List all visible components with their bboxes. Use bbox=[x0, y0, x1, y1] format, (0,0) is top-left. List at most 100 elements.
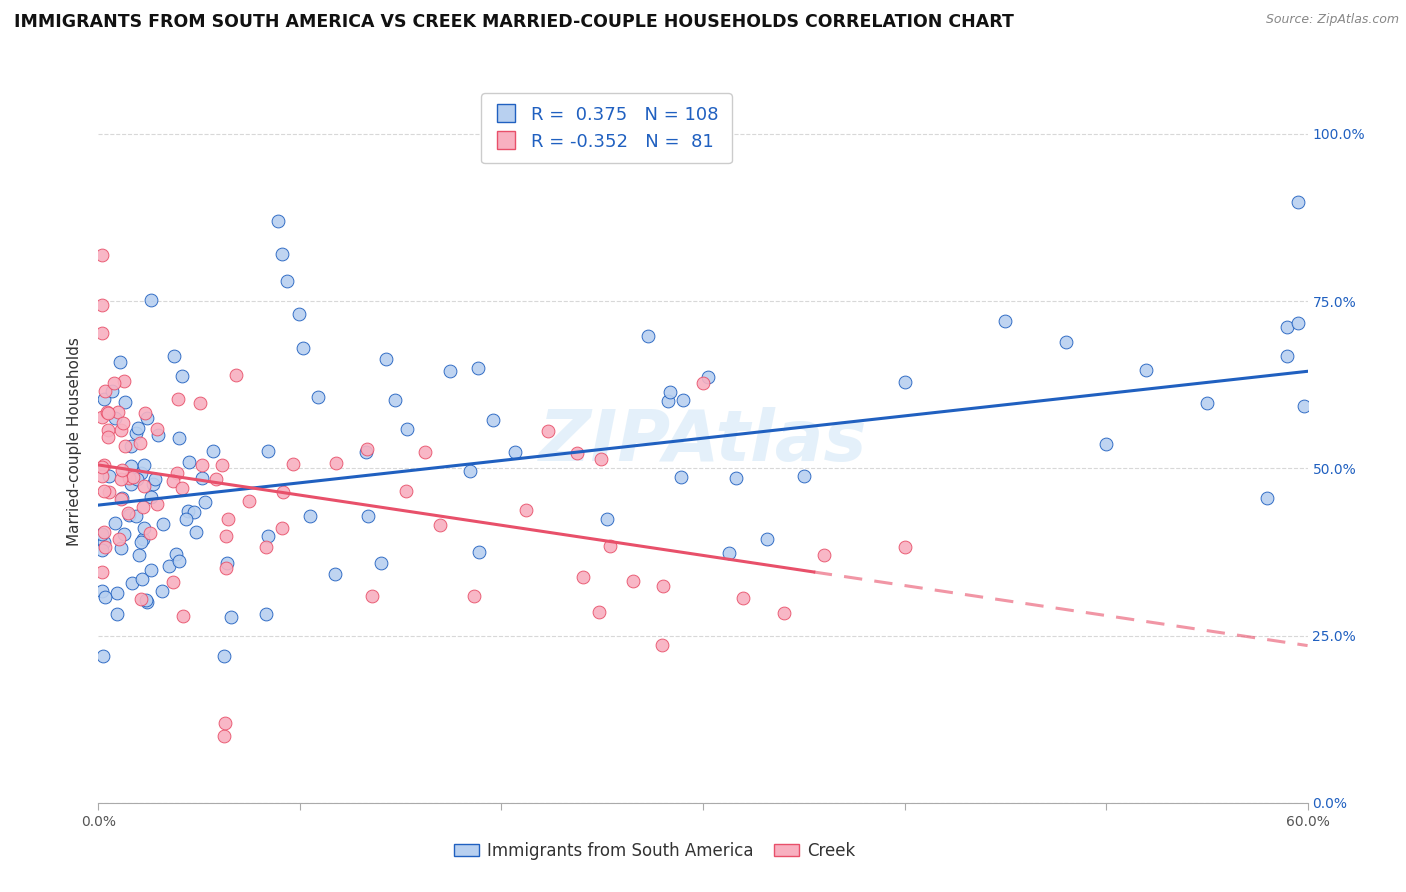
Point bbox=[165, 547, 187, 561]
Point bbox=[162, 575, 184, 590]
Point bbox=[97, 430, 120, 444]
Point bbox=[135, 593, 157, 607]
Point bbox=[105, 585, 128, 599]
Point bbox=[307, 391, 329, 405]
Point bbox=[374, 352, 396, 367]
Point bbox=[467, 361, 489, 376]
Point bbox=[1286, 195, 1309, 210]
Point bbox=[96, 406, 118, 420]
Point bbox=[215, 561, 238, 575]
Point bbox=[162, 475, 184, 489]
Point bbox=[893, 540, 915, 554]
Point bbox=[733, 591, 755, 606]
Point bbox=[515, 503, 537, 517]
Point bbox=[93, 535, 115, 549]
Point bbox=[129, 435, 152, 450]
Point bbox=[463, 590, 485, 604]
Point bbox=[384, 393, 406, 408]
Point bbox=[194, 495, 217, 509]
Point bbox=[211, 458, 233, 472]
Point bbox=[256, 444, 278, 458]
Point bbox=[111, 491, 134, 505]
Point bbox=[571, 570, 593, 584]
Point bbox=[772, 607, 794, 621]
Point bbox=[172, 609, 194, 624]
Point bbox=[169, 553, 191, 567]
Point bbox=[110, 354, 132, 368]
Point bbox=[177, 455, 200, 469]
Point bbox=[621, 574, 644, 589]
Point bbox=[166, 466, 188, 480]
Point bbox=[692, 376, 714, 391]
Point bbox=[101, 384, 124, 398]
Point bbox=[112, 374, 135, 388]
Point bbox=[91, 409, 114, 424]
Point bbox=[96, 405, 118, 419]
Point bbox=[596, 511, 619, 525]
Point bbox=[136, 410, 159, 425]
Point bbox=[112, 416, 135, 430]
Point bbox=[91, 247, 114, 261]
Point bbox=[91, 565, 114, 579]
Point bbox=[110, 423, 132, 437]
Point bbox=[139, 293, 162, 307]
Point bbox=[589, 452, 612, 467]
Point bbox=[110, 541, 132, 555]
Point bbox=[91, 648, 114, 663]
Point bbox=[157, 559, 180, 574]
Point bbox=[166, 392, 188, 407]
Point bbox=[292, 341, 315, 355]
Point bbox=[108, 532, 131, 546]
Point bbox=[139, 563, 162, 577]
Point bbox=[114, 439, 136, 453]
Point bbox=[1256, 491, 1278, 506]
Point bbox=[537, 424, 560, 438]
Point bbox=[458, 464, 481, 478]
Point bbox=[125, 508, 148, 523]
Point bbox=[214, 715, 236, 730]
Point bbox=[672, 392, 695, 407]
Point bbox=[142, 477, 165, 491]
Point bbox=[94, 590, 117, 604]
Point bbox=[257, 529, 280, 543]
Point bbox=[129, 466, 152, 480]
Point bbox=[136, 595, 159, 609]
Point bbox=[110, 462, 132, 476]
Point bbox=[118, 470, 141, 484]
Point bbox=[669, 469, 692, 483]
Point bbox=[503, 444, 526, 458]
Point bbox=[186, 525, 208, 540]
Y-axis label: Married-couple Households: Married-couple Households bbox=[67, 337, 83, 546]
Point bbox=[1135, 363, 1157, 377]
Point bbox=[145, 497, 167, 511]
Point bbox=[221, 610, 243, 624]
Point bbox=[271, 247, 294, 261]
Point bbox=[127, 472, 149, 486]
Point bbox=[205, 472, 228, 486]
Point bbox=[163, 349, 186, 363]
Point bbox=[167, 431, 190, 445]
Point bbox=[724, 470, 747, 484]
Point bbox=[128, 548, 150, 562]
Point bbox=[97, 423, 120, 437]
Point bbox=[170, 481, 193, 495]
Point bbox=[215, 529, 238, 543]
Point bbox=[225, 368, 247, 382]
Point bbox=[139, 525, 162, 540]
Point bbox=[131, 572, 153, 586]
Point bbox=[91, 298, 114, 312]
Point bbox=[1277, 349, 1299, 363]
Point bbox=[103, 516, 125, 530]
Point bbox=[202, 443, 225, 458]
Point bbox=[429, 518, 451, 533]
Point bbox=[148, 427, 170, 442]
Point bbox=[134, 478, 156, 492]
Point bbox=[717, 546, 740, 560]
Point bbox=[283, 457, 305, 471]
Point bbox=[127, 420, 149, 434]
Point bbox=[91, 326, 114, 340]
Point bbox=[657, 394, 679, 409]
Point bbox=[172, 368, 194, 383]
Point bbox=[356, 445, 378, 459]
Point bbox=[439, 364, 461, 378]
